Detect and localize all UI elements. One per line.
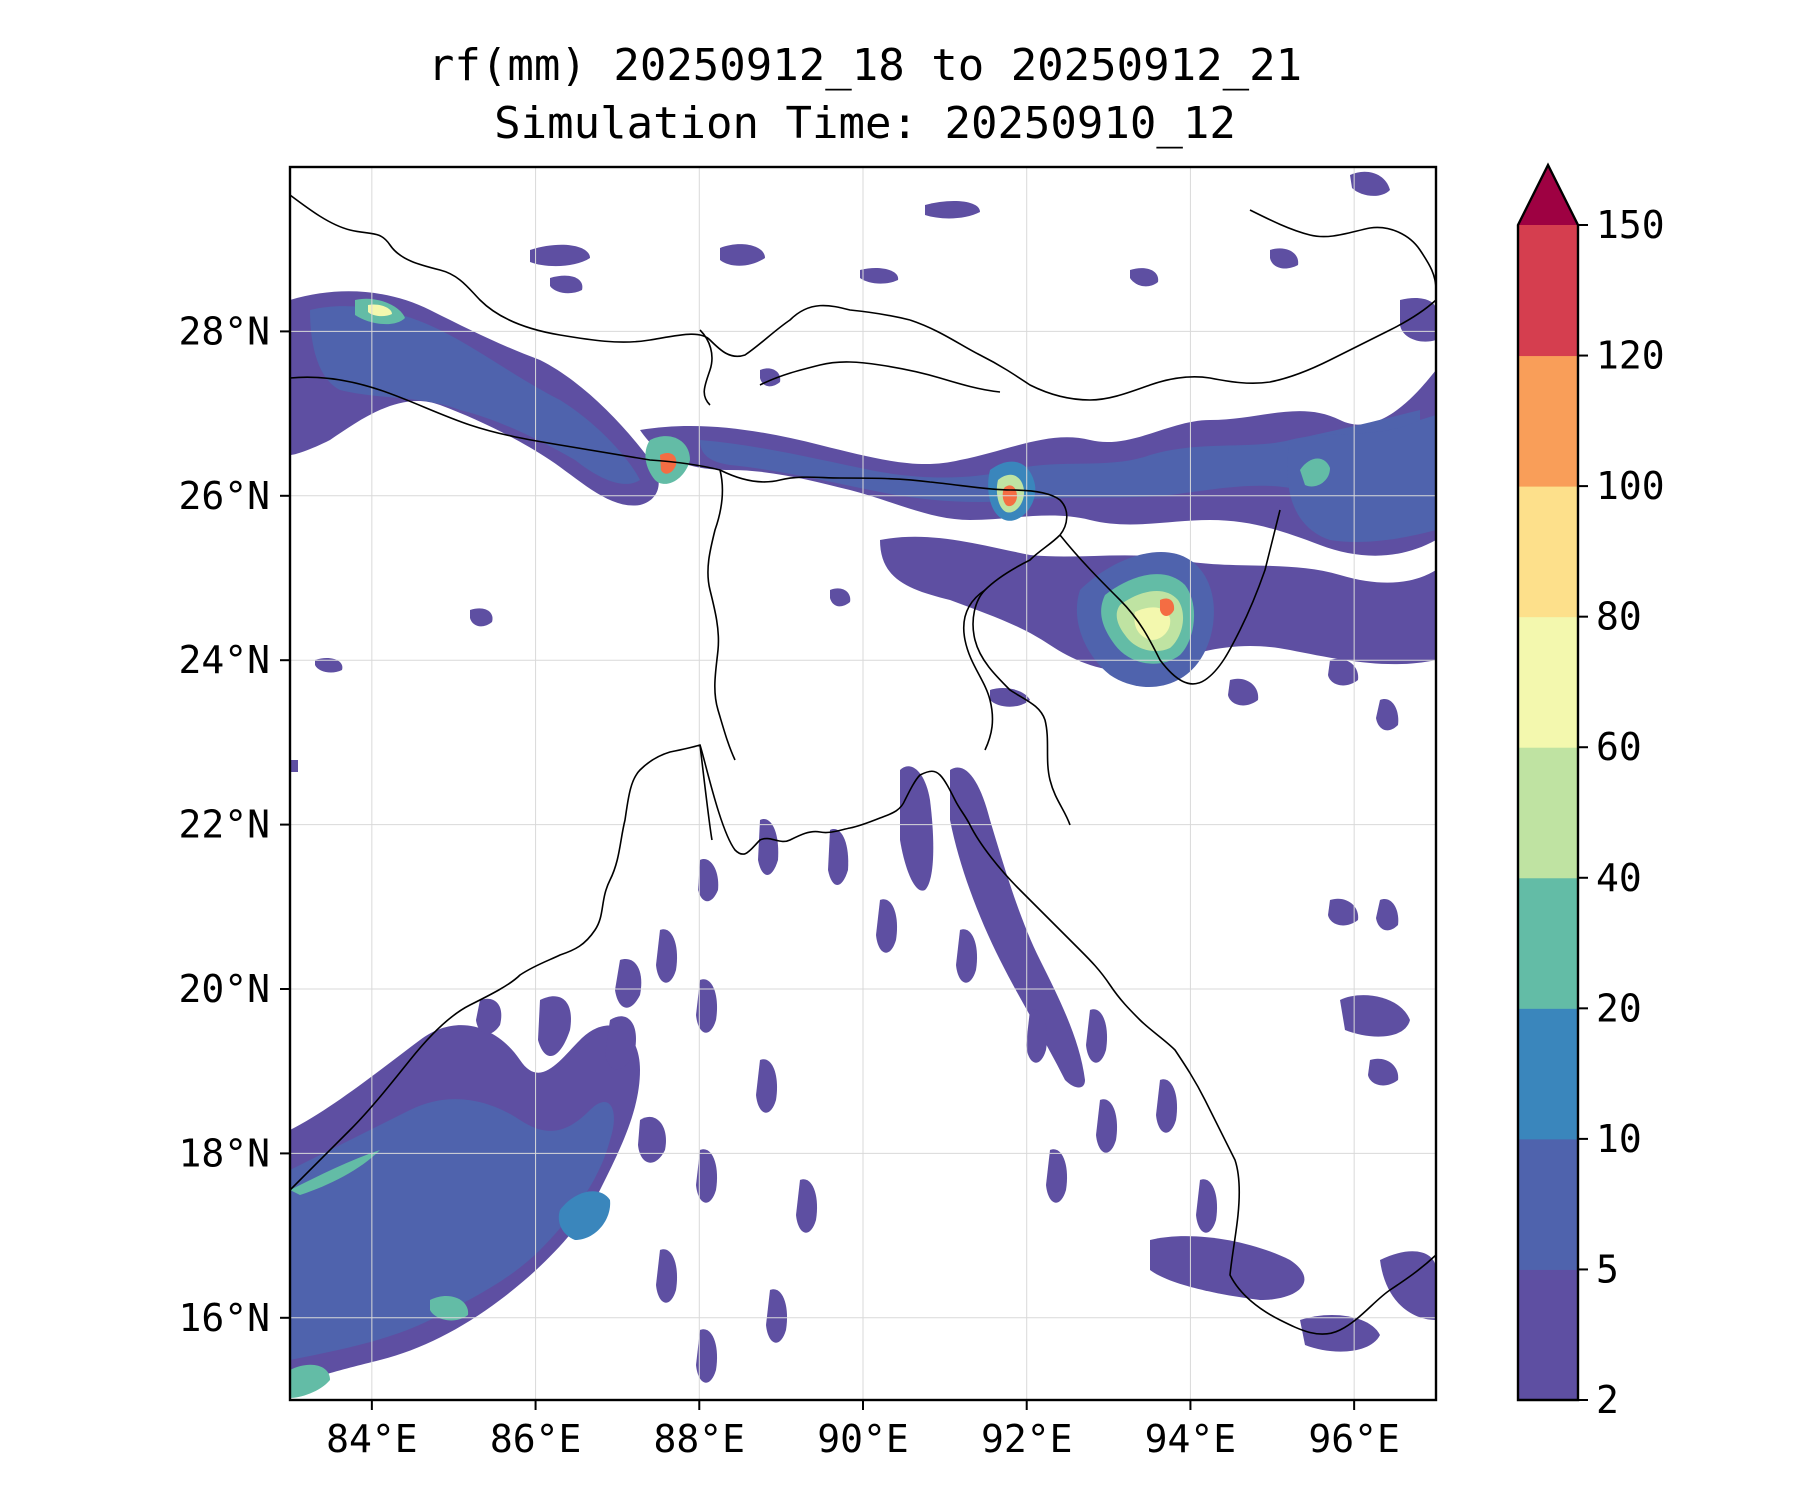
map-title-line-1: rf(mm) 20250912_18 to 20250912_21 xyxy=(427,40,1303,91)
border-tibet-east xyxy=(1249,209,1436,291)
border-nepal-south xyxy=(290,376,721,471)
lon-tick-label: 86°E xyxy=(490,1417,582,1461)
colorbar-segment xyxy=(1518,747,1578,879)
border-bangladesh-north xyxy=(719,469,1068,536)
longitude-ticks: 84°E 86°E 88°E 90°E 92°E 94°E 96°E xyxy=(326,1400,1400,1461)
lon-tick-label: 92°E xyxy=(981,1417,1073,1461)
rain-band-southwest-inner xyxy=(290,1150,380,1195)
colorbar-tick-label: 150 xyxy=(1596,203,1665,247)
border-nepal-north xyxy=(290,194,911,358)
colorbar-tick-label: 80 xyxy=(1596,595,1642,639)
map-area: 84°E 86°E 88°E 90°E 92°E 94°E 96°E 16°N 18°N 20°… xyxy=(178,165,1438,1461)
coastline-myanmar xyxy=(969,824,1436,1335)
rain-band-himalaya-west-inner xyxy=(310,306,640,484)
colorbar-tick-label: 5 xyxy=(1596,1247,1619,1291)
colorbar-extend-arrow xyxy=(1518,165,1578,225)
map-title-line-2: Simulation Time: 20250910_12 xyxy=(494,98,1236,149)
border-assam-north xyxy=(909,299,1436,401)
rain-band-assam xyxy=(640,370,1436,556)
border-bangladesh-west xyxy=(707,469,736,761)
colorbar-tick-label: 60 xyxy=(1596,725,1642,769)
rain-band-southwest-mid xyxy=(290,1099,614,1360)
rain-cell-myanmar-north xyxy=(1300,458,1330,487)
border-bhutan xyxy=(759,361,1001,393)
rain-cell-manipur-high xyxy=(1134,607,1171,640)
lon-tick-label: 84°E xyxy=(326,1417,418,1461)
colorbar-segment xyxy=(1518,225,1578,357)
rainfall-contours xyxy=(290,171,1436,1398)
colorbar-tick-label: 10 xyxy=(1596,1117,1642,1161)
border-india-myanmar xyxy=(1059,509,1281,685)
colorbar-segment xyxy=(1518,1008,1578,1140)
colorbar-segment xyxy=(1518,616,1578,748)
coastlines-and-borders xyxy=(290,194,1436,1335)
rain-cell-manipur-core xyxy=(1160,598,1175,616)
colorbar-tick-label: 40 xyxy=(1596,856,1642,900)
colorbar-segment xyxy=(1518,355,1578,487)
colorbar-segments xyxy=(1518,225,1578,1401)
rain-cell-nepal-core xyxy=(368,304,392,317)
colorbar-ticks: 2 5 10 20 40 60 80 100 120 150 xyxy=(1578,203,1665,1422)
gridlines xyxy=(290,167,1436,1400)
lat-tick-label: 18°N xyxy=(178,1131,270,1175)
colorbar-segment xyxy=(1518,877,1578,1009)
latitude-ticks: 16°N 18°N 20°N 22°N 24°N 26°N 28°N xyxy=(178,309,290,1340)
colorbar-outline xyxy=(1516,162,1580,1402)
rain-streaks-west-bay xyxy=(476,959,818,1383)
lon-tick-label: 88°E xyxy=(654,1417,746,1461)
lat-tick-label: 16°N xyxy=(178,1296,270,1340)
border-sikkim xyxy=(699,329,713,406)
colorbar-tick-label: 120 xyxy=(1596,334,1665,378)
colorbar-segment xyxy=(1518,1138,1578,1270)
rain-cell-southwest-b xyxy=(430,1295,469,1321)
lat-tick-label: 28°N xyxy=(178,309,270,353)
colorbar-segment xyxy=(1518,486,1578,618)
rain-cell-southwest-c xyxy=(290,1364,330,1398)
colorbar: 2 5 10 20 40 60 80 100 120 150 xyxy=(1516,162,1665,1422)
lat-tick-label: 20°N xyxy=(178,967,270,1011)
lat-tick-label: 24°N xyxy=(178,638,270,682)
coastline-bengal-delta xyxy=(699,744,971,855)
lat-tick-label: 22°N xyxy=(178,803,270,847)
lon-tick-label: 96°E xyxy=(1308,1417,1400,1461)
colorbar-tick-label: 2 xyxy=(1596,1378,1619,1422)
colorbar-segment xyxy=(1518,1269,1578,1401)
lon-tick-label: 94°E xyxy=(1145,1417,1237,1461)
coastline-india-east xyxy=(290,744,713,1191)
lat-tick-label: 26°N xyxy=(178,474,270,518)
colorbar-tick-label: 20 xyxy=(1596,986,1642,1030)
lon-tick-label: 90°E xyxy=(817,1417,909,1461)
rain-cell-bhutan-core xyxy=(660,453,677,474)
rain-band-myanmar-north xyxy=(1287,415,1436,542)
rain-patches-north xyxy=(290,171,1436,772)
border-bangladesh-east xyxy=(972,534,1071,826)
rain-streaks-bay xyxy=(656,658,1436,1352)
rain-cell-southwest-a xyxy=(558,1191,611,1240)
border-tripura xyxy=(963,589,994,751)
colorbar-tick-label: 100 xyxy=(1596,464,1665,508)
